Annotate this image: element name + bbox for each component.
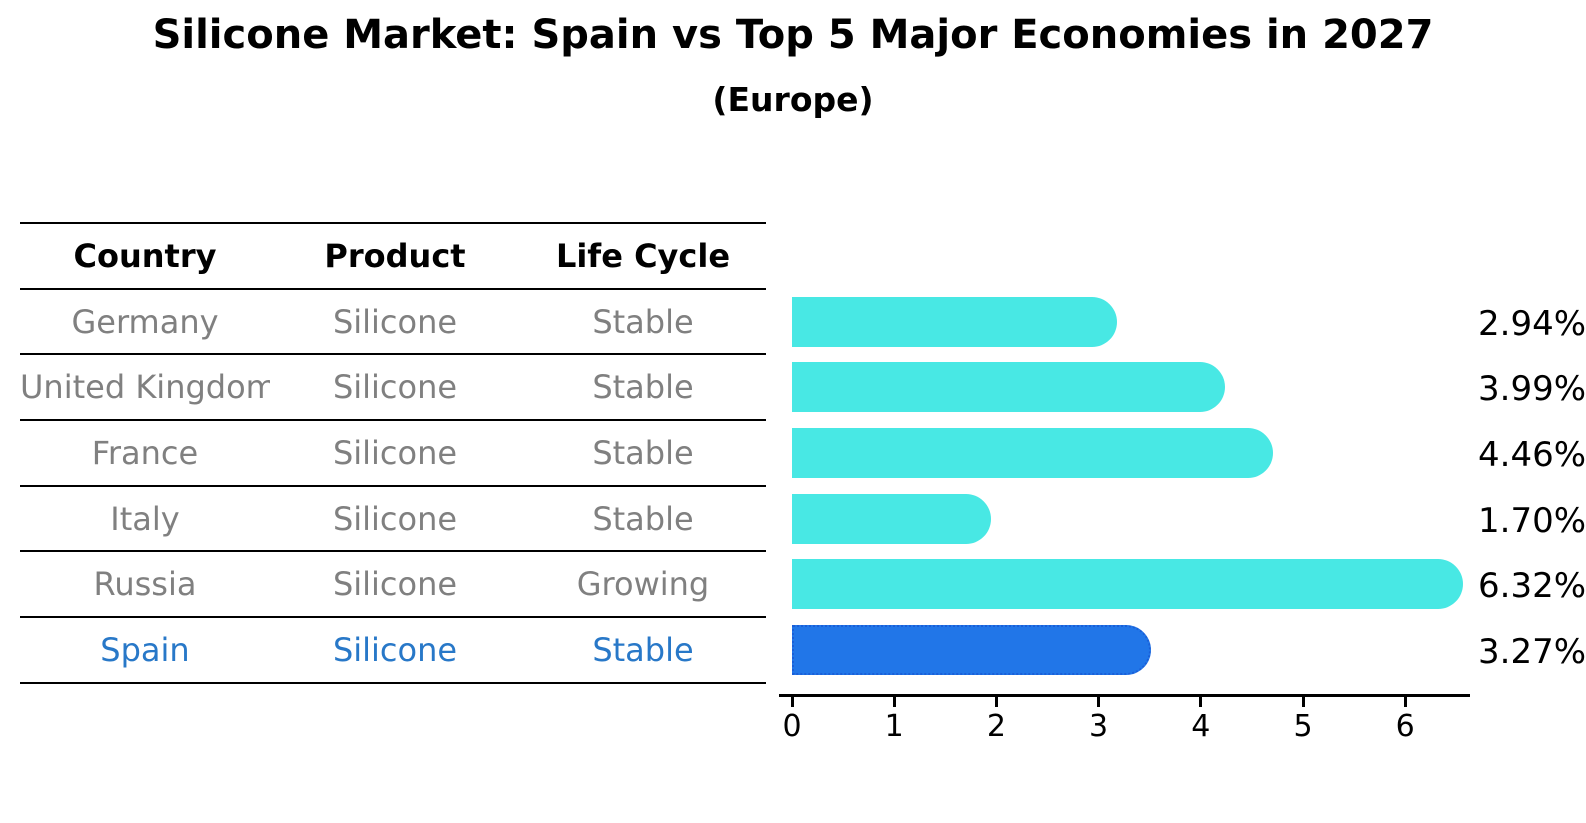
bar-germany <box>792 296 1118 347</box>
x-tick-label: 3 <box>1089 709 1109 744</box>
table-header-row: Country Product Life Cycle <box>20 222 766 288</box>
x-tick-mark <box>892 694 896 707</box>
x-tick-mark <box>1403 694 1407 707</box>
x-tick-mark <box>994 694 998 707</box>
value-label: 1.70% <box>1478 500 1586 541</box>
table-row: Germany Silicone Stable <box>20 287 766 354</box>
value-label: 2.94% <box>1478 303 1586 344</box>
table-header-cell: Product <box>324 236 466 275</box>
value-label: 6.32% <box>1478 566 1586 607</box>
x-tick-label: 5 <box>1293 709 1313 744</box>
table-row: Italy Silicone Stable <box>20 484 766 551</box>
table-cell-life-cycle: Stable <box>592 499 694 538</box>
table-cell-product: Silicone <box>332 433 458 472</box>
table-cell-country: France <box>91 433 199 472</box>
x-tick-label: 6 <box>1395 709 1415 744</box>
x-tick-label: 1 <box>884 709 904 744</box>
x-tick-mark <box>1097 694 1101 707</box>
chart-title: Silicone Market: Spain vs Top 5 Major Ec… <box>152 12 1434 58</box>
table-cell-product: Silicone <box>332 499 458 538</box>
value-label: 3.99% <box>1478 369 1586 410</box>
table-cell-country: United Kingdom <box>20 368 270 407</box>
bar-italy <box>792 493 991 544</box>
table-header-cell: Life Cycle <box>555 236 731 275</box>
table-cell-life-cycle: Stable <box>592 630 694 669</box>
table-cell-country: Italy <box>110 499 180 538</box>
table-cell-country: Russia <box>93 565 197 604</box>
table-cell-life-cycle: Stable <box>592 302 694 341</box>
chart-subtitle: (Europe) <box>712 80 874 119</box>
bar-russia <box>792 559 1463 610</box>
x-tick-label: 2 <box>986 709 1006 744</box>
x-tick-mark <box>1301 694 1305 707</box>
table-header-cell: Country <box>73 236 217 275</box>
table-row: United Kingdom Silicone Stable <box>20 353 766 419</box>
table-cell-product: Silicone <box>332 630 458 669</box>
x-axis-line <box>779 694 1470 697</box>
table-cell-country: Germany <box>71 302 219 341</box>
table-cell-life-cycle: Growing <box>576 565 710 604</box>
x-tick-label: 4 <box>1191 709 1211 744</box>
table-row: Russia Silicone Growing <box>20 550 766 616</box>
x-tick-mark <box>1199 694 1203 707</box>
table-cell-life-cycle: Stable <box>592 368 694 407</box>
country-table: Country Product Life Cycle Germany Silicone S… <box>20 222 766 684</box>
value-label: 4.46% <box>1478 434 1586 475</box>
table-cell-product: Silicone <box>332 302 458 341</box>
table-row: Spain Silicone Stable <box>20 616 766 682</box>
table-cell-country: Spain <box>100 630 190 669</box>
table-cell-product: Silicone <box>332 368 458 407</box>
bar-france <box>792 427 1273 478</box>
bar-united-kingdom <box>792 362 1225 413</box>
bar-highlighted-spain <box>792 625 1152 675</box>
x-tick-label: 0 <box>782 709 802 744</box>
table-row: France Silicone Stable <box>20 419 766 485</box>
value-label: 3.27% <box>1478 632 1586 672</box>
table-cell-product: Silicone <box>332 565 458 604</box>
x-tick-mark <box>790 694 794 707</box>
table-cell-life-cycle: Stable <box>592 433 694 472</box>
